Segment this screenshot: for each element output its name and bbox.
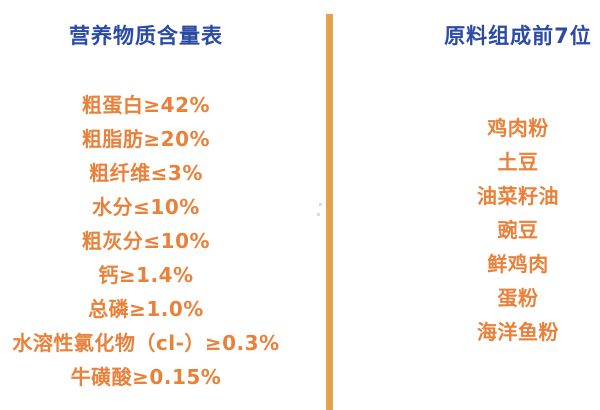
- ingredient-item: 油菜籽油: [477, 184, 559, 208]
- ingredient-item: 鲜鸡肉: [487, 252, 549, 276]
- artifact-speck: [319, 203, 322, 206]
- nutrition-item: 粗纤维≤3%: [89, 161, 203, 185]
- nutrition-panel-title: 营养物质含量表: [69, 24, 223, 48]
- nutrition-item: 总磷≥1.0%: [88, 297, 204, 321]
- ingredients-panel: 原料组成前7位 鸡肉粉土豆油菜籽油豌豆鲜鸡肉蛋粉海洋鱼粉: [422, 0, 600, 410]
- nutrition-item: 水溶性氯化物（cl-）≥0.3%: [12, 331, 280, 355]
- nutrition-item: 粗蛋白≥42%: [81, 93, 211, 117]
- ingredient-item: 鸡肉粉: [487, 116, 549, 140]
- artifact-speck: [317, 213, 320, 216]
- ingredients-list: 鸡肉粉土豆油菜籽油豌豆鲜鸡肉蛋粉海洋鱼粉: [422, 111, 600, 349]
- ingredient-item: 海洋鱼粉: [477, 320, 559, 344]
- ingredient-item: 蛋粉: [497, 286, 539, 310]
- nutrition-item: 粗脂肪≥20%: [81, 127, 211, 151]
- nutrition-item: 钙≥1.4%: [98, 263, 194, 287]
- nutrition-item: 水分≤10%: [92, 195, 200, 219]
- ingredient-item: 土豆: [497, 150, 539, 174]
- ingredient-item: 豌豆: [497, 218, 539, 242]
- ingredients-panel-title: 原料组成前7位: [444, 24, 592, 48]
- divider-line: [326, 14, 333, 410]
- nutrition-item: 粗灰分≤10%: [81, 229, 211, 253]
- nutrition-item: 牛磺酸≥0.15%: [70, 365, 222, 389]
- nutrition-list: 粗蛋白≥42% 粗脂肪≥20% 粗纤维≤3% 水分≤10% 粗灰分≤10% 钙≥1.4% 总…: [0, 88, 292, 394]
- nutrition-panel: 营养物质含量表 粗蛋白≥42% 粗脂肪≥20% 粗纤维≤3% 水分≤10% 粗灰分≤10…: [0, 0, 292, 410]
